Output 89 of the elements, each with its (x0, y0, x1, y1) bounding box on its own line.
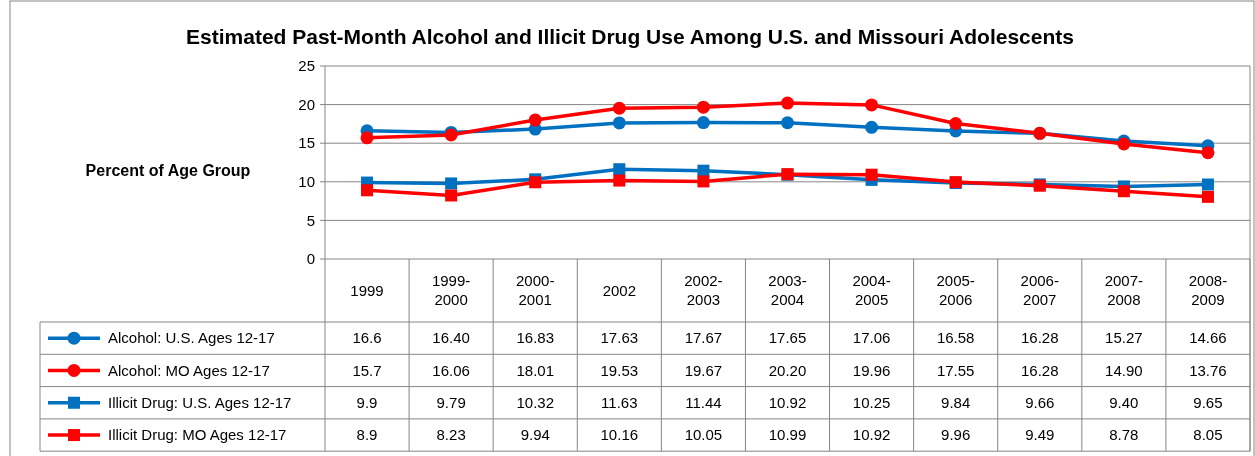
data-label: 9.65 (1193, 394, 1223, 411)
data-label: 17.63 (600, 329, 639, 347)
point (612, 116, 626, 130)
data-label: 8.23 (436, 426, 466, 444)
data-label: 19.53 (600, 361, 639, 379)
data-label: 8.78 (1109, 426, 1139, 444)
point (360, 131, 374, 145)
data-label: 10.32 (516, 394, 554, 411)
data-label: 9.84 (941, 394, 971, 411)
data-label: 11.63 (601, 394, 638, 411)
y-tick-label: 20 (298, 95, 315, 113)
x-tick-label: 2008-2009 (1188, 271, 1228, 309)
point (865, 98, 879, 112)
data-label: 10.25 (852, 394, 891, 411)
point (528, 113, 542, 127)
data-label: 10.92 (768, 394, 807, 411)
y-tick-label: 25 (298, 57, 315, 75)
data-label: 10.05 (684, 426, 723, 444)
chart-title: Estimated Past-Month Alcohol and Illicit Drug Use Among U.S. and Missouri Adolescents (186, 25, 1074, 48)
point (1201, 146, 1215, 160)
data-label: 8.05 (1193, 426, 1223, 444)
data-label: 16.06 (432, 361, 470, 379)
x-tick-label: 2007-2008 (1104, 271, 1144, 309)
y-tick-label: 5 (306, 211, 315, 229)
data-label: 19.67 (684, 361, 723, 379)
data-label: 15.27 (1105, 329, 1143, 347)
data-label: 19.96 (852, 361, 891, 379)
legend-label: Illicit Drug: MO Ages 12-17 (108, 426, 287, 444)
x-tick-label: 2000-2001 (516, 271, 555, 309)
y-tick-label: 10 (298, 173, 315, 191)
data-label: 20.20 (768, 361, 807, 379)
x-tick-label: 2003-2004 (768, 271, 807, 309)
x-tick-label: 2002 (602, 281, 637, 299)
data-label: 10.16 (600, 426, 639, 444)
x-tick-label: 1999-2000 (431, 271, 471, 309)
point (696, 116, 710, 130)
data-label: 10.92 (852, 426, 891, 444)
point (445, 189, 458, 202)
data-label: 16.58 (936, 329, 975, 347)
x-tick-label: 2002-2003 (684, 271, 723, 309)
data-label: 9.79 (436, 394, 466, 411)
data-label: 9.94 (520, 426, 550, 444)
data-label: 9.66 (1025, 394, 1055, 411)
point (781, 96, 794, 110)
data-label: 17.65 (768, 329, 807, 347)
point (697, 175, 710, 188)
point (696, 100, 710, 114)
data-label: 16.83 (516, 329, 554, 347)
point (949, 117, 963, 131)
point (1201, 190, 1214, 203)
data-label: 14.90 (1105, 361, 1143, 379)
data-label: 16.6 (352, 329, 382, 347)
legend-label: Alcohol: MO Ages 12-17 (108, 361, 270, 379)
data-label: 13.76 (1189, 361, 1227, 379)
point (865, 120, 879, 134)
data-label: 9.96 (941, 426, 971, 444)
x-tick-label: 2006-2007 (1020, 271, 1059, 309)
data-label: 18.01 (516, 361, 554, 379)
data-label: 14.66 (1189, 329, 1227, 347)
data-label: 16.40 (432, 329, 470, 347)
x-tick-label: 2005-2006 (936, 271, 975, 309)
data-label: 8.9 (356, 426, 378, 444)
point (613, 163, 626, 176)
point (613, 174, 626, 187)
legend-label: Alcohol: U.S. Ages 12-17 (108, 329, 275, 347)
data-label: 9.40 (1109, 394, 1139, 411)
point (361, 184, 374, 197)
point (1117, 185, 1130, 198)
x-tick-label: 2004-2005 (852, 271, 891, 309)
point (1201, 178, 1214, 191)
data-label: 16.28 (1021, 361, 1059, 379)
legend-label: Illicit Drug: U.S. Ages 12-17 (108, 394, 292, 411)
point (612, 101, 626, 115)
data-label: 17.55 (936, 361, 975, 379)
point (865, 168, 878, 181)
point (445, 177, 458, 190)
data-label: 17.67 (684, 329, 723, 347)
data-label: 10.99 (768, 426, 807, 444)
y-tick-label: 15 (298, 134, 315, 152)
data-label: 9.49 (1025, 426, 1055, 444)
data-label: 16.28 (1021, 329, 1059, 347)
x-tick-label: 1999 (350, 281, 384, 299)
data-label: 17.06 (852, 329, 891, 347)
y-axis-title: Percent of Age Group (85, 162, 251, 179)
data-label: 11.44 (685, 394, 722, 411)
data-label: 9.9 (356, 394, 378, 411)
data-label: 15.7 (352, 361, 382, 379)
y-tick-label: 0 (306, 250, 315, 268)
point (781, 116, 794, 130)
